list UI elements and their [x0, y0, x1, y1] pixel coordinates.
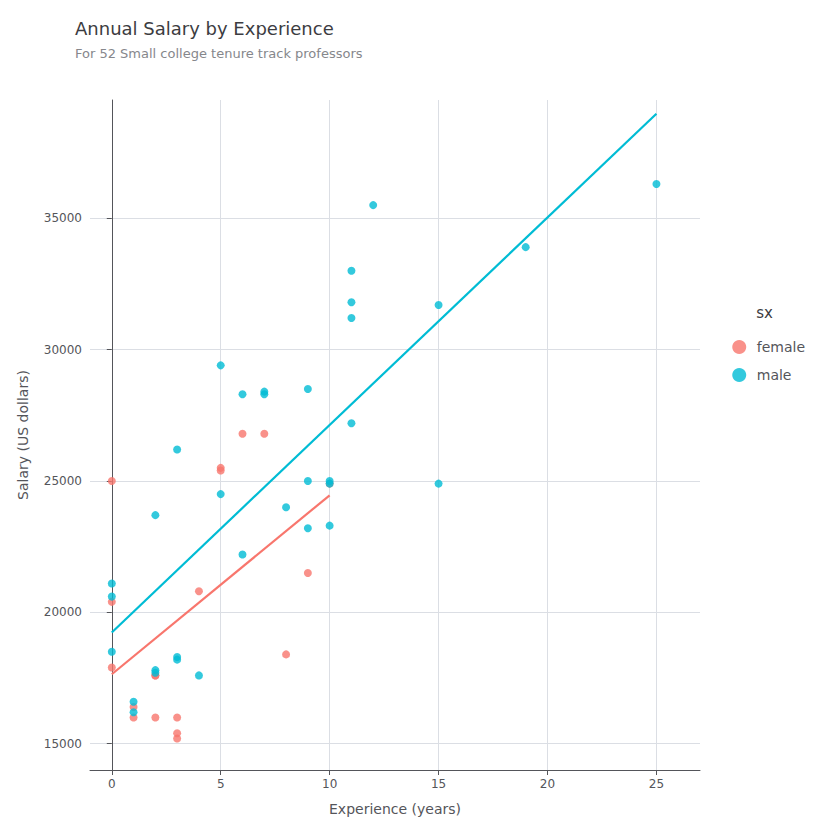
svg-text:Salary (US dollars): Salary (US dollars) — [15, 370, 31, 500]
svg-text:Experience (years): Experience (years) — [329, 801, 461, 817]
svg-text:30000: 30000 — [44, 343, 82, 357]
svg-text:20: 20 — [540, 777, 555, 791]
svg-text:15000: 15000 — [44, 737, 82, 751]
svg-text:25: 25 — [649, 777, 664, 791]
svg-text:10: 10 — [322, 777, 337, 791]
svg-text:15: 15 — [431, 777, 446, 791]
svg-text:female: female — [757, 339, 805, 355]
svg-text:20000: 20000 — [44, 605, 82, 619]
svg-text:0: 0 — [108, 777, 116, 791]
svg-text:Annual Salary by Experience: Annual Salary by Experience — [75, 18, 334, 39]
svg-text:35000: 35000 — [44, 211, 82, 225]
svg-text:For 52 Small college tenure tr: For 52 Small college tenure track profes… — [75, 46, 363, 61]
svg-text:male: male — [757, 367, 792, 383]
svg-text:25000: 25000 — [44, 474, 82, 488]
svg-text:sx: sx — [756, 304, 773, 322]
svg-text:5: 5 — [217, 777, 225, 791]
